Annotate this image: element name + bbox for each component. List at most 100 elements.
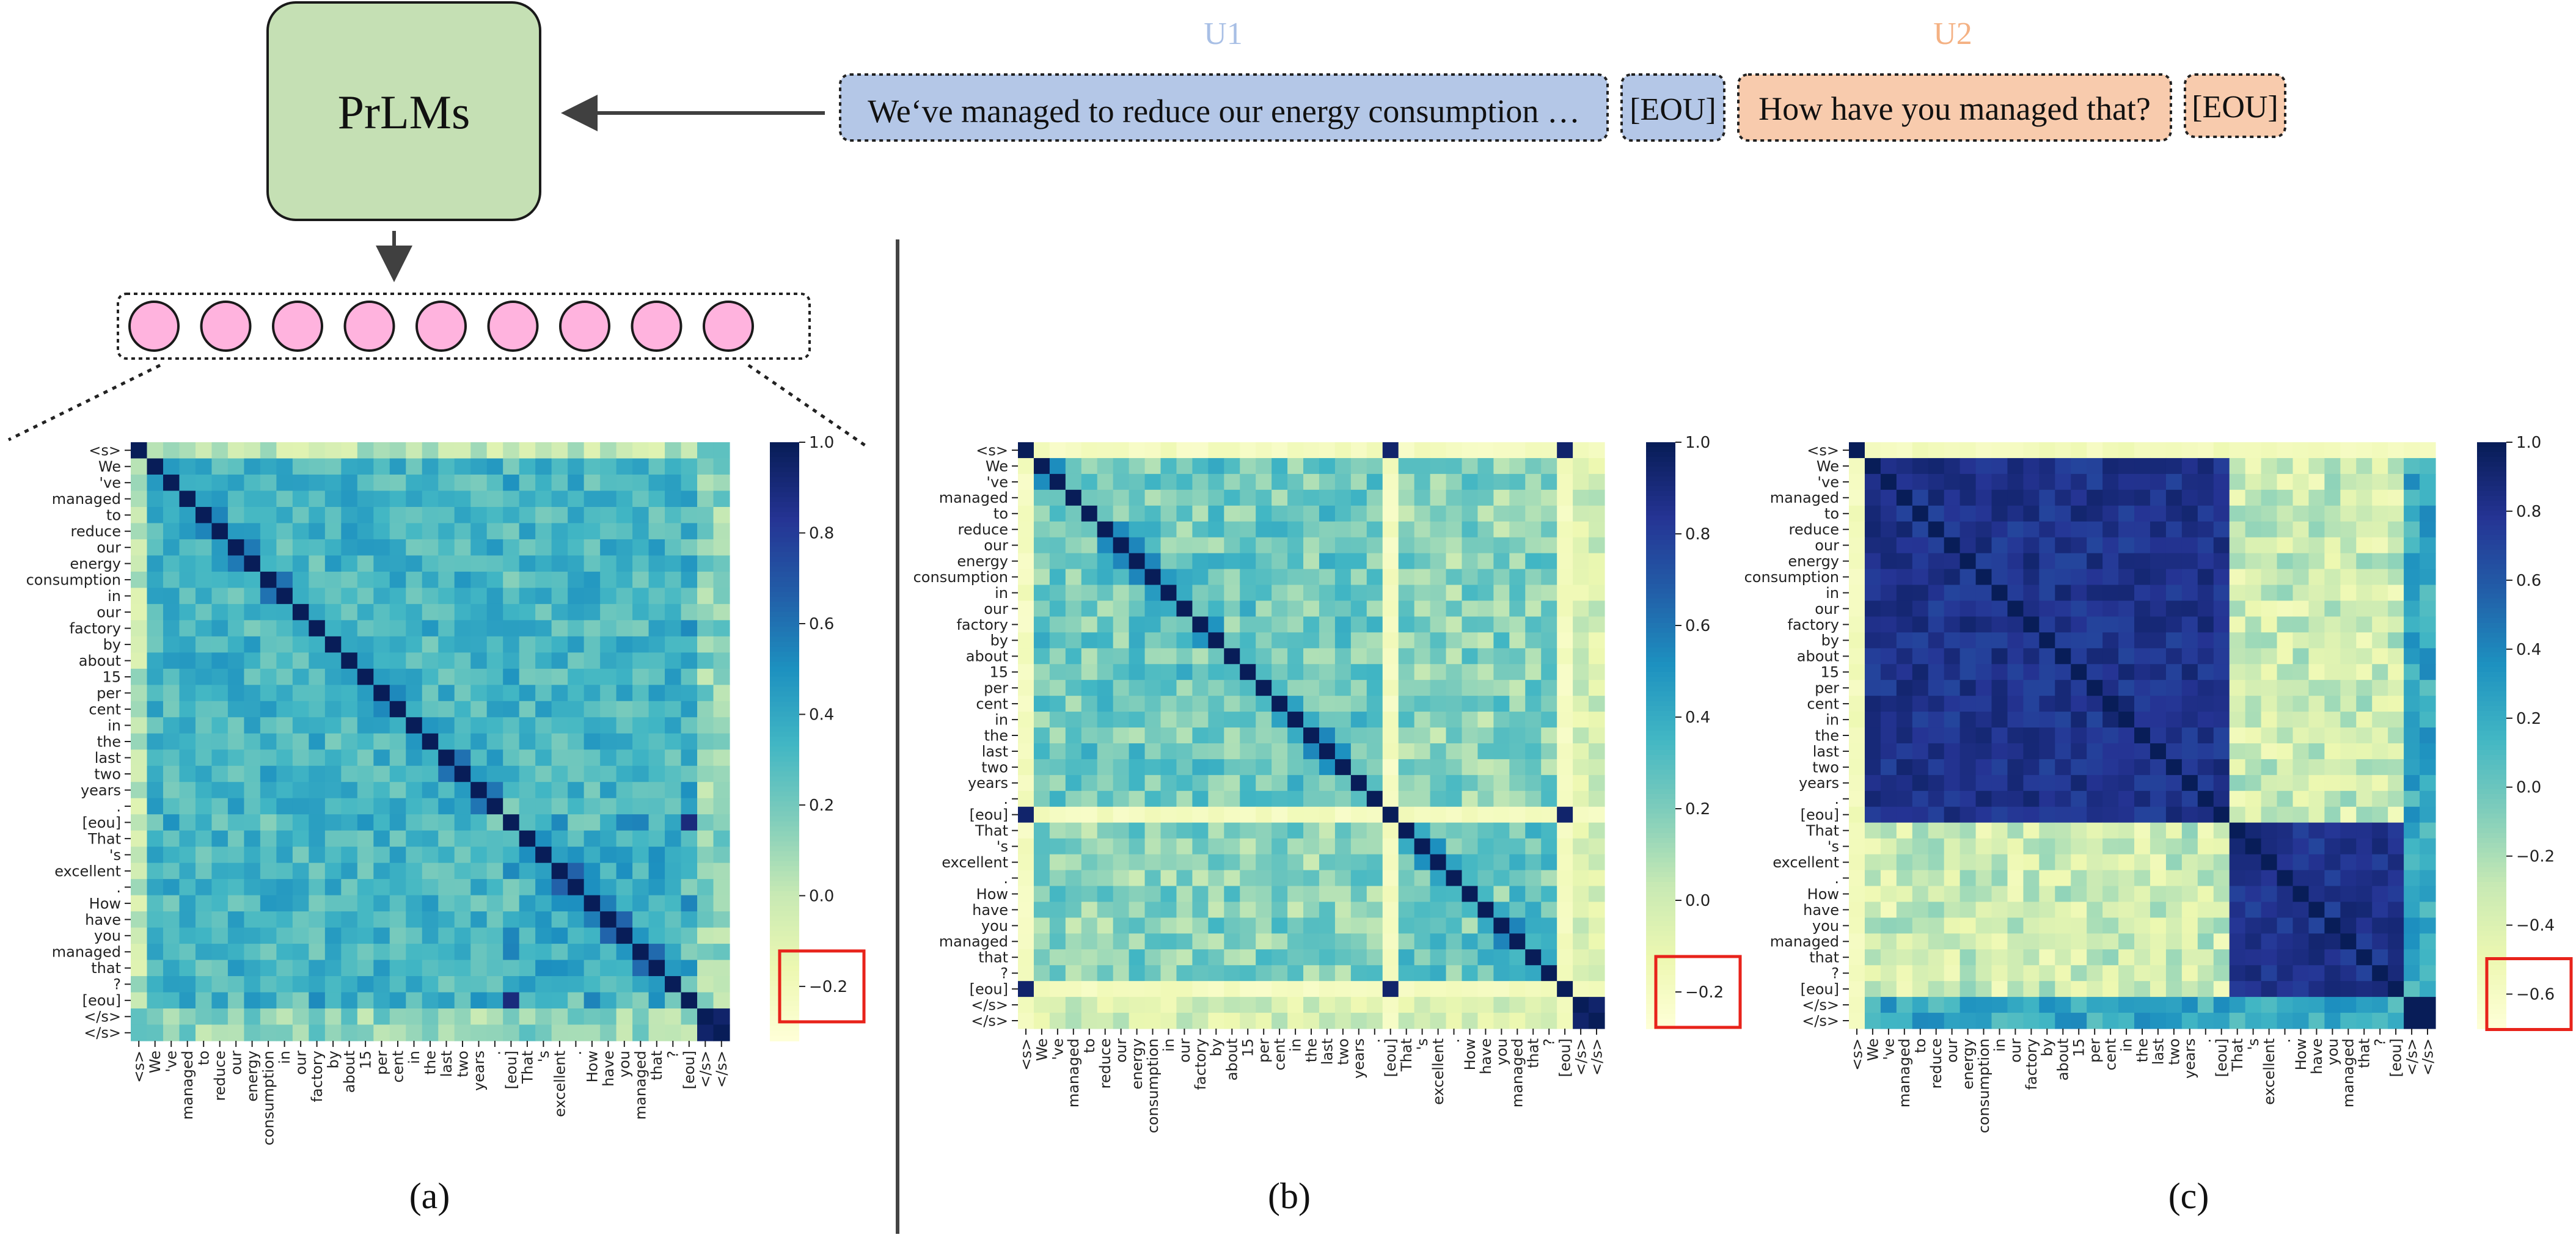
heatmap-cell [2388, 569, 2404, 586]
colorbar-segment [1646, 550, 1675, 555]
heatmap-cell [1849, 965, 1865, 982]
heatmap-cell [535, 701, 552, 718]
colorbar-segment [770, 801, 799, 807]
heatmap-cell [1129, 712, 1146, 728]
heatmap-cell [1573, 965, 1589, 982]
x-tick-label: reduce [1928, 1038, 1945, 1089]
heatmap-cell [632, 555, 649, 572]
heatmap-cell [1589, 521, 1605, 538]
heatmap-cell [1366, 997, 1383, 1013]
heatmap-cell [2118, 965, 2135, 982]
heatmap-cell [2292, 537, 2310, 554]
heatmap-cell [438, 603, 455, 621]
colorbar-segment [770, 597, 799, 603]
heatmap-cell [2356, 442, 2373, 459]
heatmap-cell [1287, 902, 1304, 918]
heatmap-cell [422, 847, 439, 864]
heatmap-cell [1081, 933, 1098, 950]
heatmap-cell [1864, 822, 1881, 839]
heatmap-cell [1525, 632, 1542, 649]
heatmap-cell [470, 458, 488, 475]
heatmap-cell [1208, 616, 1224, 633]
heatmap-cell [1928, 680, 1945, 696]
heatmap-cell [2324, 616, 2341, 633]
heatmap-cell [1160, 696, 1177, 712]
heatmap-cell [2340, 648, 2357, 665]
y-tick-label: [eou] [970, 806, 1008, 823]
heatmap-cell [422, 717, 439, 734]
heatmap-cell [1849, 489, 1865, 506]
heatmap-cell [470, 830, 488, 847]
heatmap-cell [1880, 822, 1897, 839]
heatmap-cell [1081, 902, 1098, 918]
heatmap-cell [2308, 457, 2325, 475]
heatmap-cell [1303, 473, 1320, 490]
heatmap-cell [2372, 712, 2388, 728]
colorbar-segment [1646, 613, 1675, 619]
heatmap-cell [195, 976, 213, 993]
heatmap-cell [2245, 822, 2262, 839]
heatmap-cell [131, 490, 148, 508]
heatmap-cell [1350, 569, 1367, 586]
heatmap-cell [422, 927, 439, 944]
heatmap-cell [1896, 648, 1913, 665]
colorbar-segment [1646, 941, 1675, 946]
heatmap-cell [1912, 632, 1929, 649]
colorbar-segment [2477, 628, 2506, 633]
y-tick-label: We [986, 457, 1008, 475]
colorbar-segment [2477, 877, 2506, 883]
heatmap-cell [260, 506, 277, 524]
heatmap-cell [1477, 981, 1494, 997]
heatmap-cell [1272, 712, 1288, 728]
heatmap-cell [1414, 902, 1431, 918]
heatmap-cell [2245, 696, 2262, 712]
heatmap-cell [1334, 553, 1352, 570]
heatmap-cell [681, 879, 698, 896]
heatmap-cell [697, 458, 714, 475]
colorbar-segment [2477, 462, 2506, 467]
heatmap-cell [373, 636, 390, 653]
heatmap-cell [1864, 965, 1881, 982]
heatmap-cell [1319, 616, 1336, 633]
x-tick-label: last [438, 1051, 455, 1077]
heatmap-cell [1414, 870, 1431, 887]
heatmap-cell [584, 717, 601, 734]
heatmap-cell [1224, 553, 1240, 570]
heatmap-cell [2165, 790, 2183, 807]
colorbar-segment [2477, 775, 2506, 780]
heatmap-cell [2071, 648, 2087, 665]
heatmap-cell [147, 847, 164, 864]
heatmap-cell [2229, 917, 2246, 934]
heatmap-cell [406, 1008, 423, 1026]
colorbar-segment [770, 662, 799, 668]
heatmap-cell [1541, 806, 1557, 823]
u1-eou-text: [EOU] [1630, 92, 1716, 127]
heatmap-cell [697, 555, 714, 572]
colorbar-segment [770, 876, 799, 882]
heatmap-cell [1944, 870, 1961, 887]
heatmap-cell [438, 782, 455, 799]
heatmap-cell [2420, 743, 2436, 760]
colorbar-segment [770, 736, 799, 742]
heatmap-cell [357, 636, 374, 653]
heatmap-cell [1849, 553, 1865, 570]
x-tick-label: last [2150, 1038, 2167, 1065]
heatmap-cell [1176, 854, 1193, 871]
heatmap-cell [2039, 790, 2055, 807]
heatmap-cell [1398, 680, 1415, 696]
heatmap-cell [179, 717, 196, 734]
y-tick-label: managed [52, 490, 121, 508]
heatmap-cell [163, 685, 180, 702]
heatmap-cell [309, 992, 326, 1009]
heatmap-cell [1430, 569, 1447, 586]
heatmap-cell [438, 927, 455, 944]
heatmap-cell [357, 458, 374, 475]
heatmap-cell [276, 895, 293, 912]
heatmap-cell [179, 555, 196, 572]
heatmap-cell [1129, 489, 1146, 506]
x-tick-label: to [1912, 1038, 1929, 1053]
colorbar-segment [1646, 833, 1675, 839]
colorbar-segment [1646, 828, 1675, 834]
heatmap-cell [2007, 743, 2024, 760]
heatmap-cell [373, 847, 390, 864]
